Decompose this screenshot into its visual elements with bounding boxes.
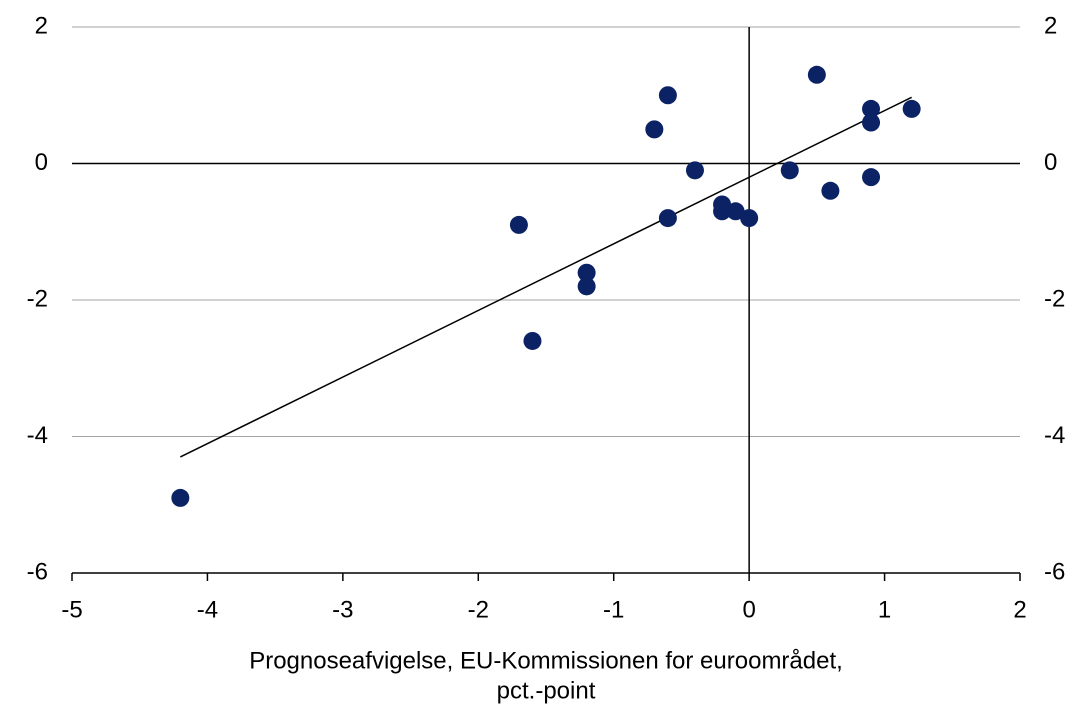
- x-tick-label: 0: [742, 596, 755, 623]
- y2-tick-label: 2: [1044, 12, 1057, 39]
- data-point: [862, 99, 881, 118]
- data-point: [685, 161, 704, 180]
- y-tick-label: -4: [27, 422, 48, 449]
- y-tick-label: -6: [27, 558, 48, 585]
- data-point: [807, 65, 826, 84]
- data-point: [780, 161, 799, 180]
- y-tick-label: -2: [27, 285, 48, 312]
- data-point: [658, 209, 677, 228]
- x-axis-label: pct.-point: [497, 677, 596, 704]
- x-tick-label: -1: [603, 596, 624, 623]
- x-tick-label: -3: [332, 596, 353, 623]
- data-point: [726, 202, 745, 221]
- data-point: [577, 277, 596, 296]
- y-tick-label: 0: [35, 149, 48, 176]
- data-point: [713, 202, 732, 221]
- trend-line: [180, 96, 912, 458]
- y-tick-label: 2: [35, 12, 48, 39]
- data-point: [577, 263, 596, 282]
- x-axis-label: Prognoseafvigelse, EU-Kommissionen for e…: [249, 647, 843, 674]
- data-point: [523, 331, 542, 350]
- y2-tick-label: -2: [1044, 285, 1065, 312]
- x-tick-label: -2: [468, 596, 489, 623]
- data-point: [862, 113, 881, 132]
- data-point: [862, 168, 881, 187]
- data-point: [509, 215, 528, 234]
- data-point: [740, 209, 759, 228]
- x-tick-label: 2: [1013, 596, 1026, 623]
- x-tick-label: 1: [878, 596, 891, 623]
- data-point: [902, 99, 921, 118]
- x-tick-label: -5: [61, 596, 82, 623]
- data-point: [645, 120, 664, 139]
- data-point: [821, 181, 840, 200]
- y2-tick-label: -4: [1044, 422, 1065, 449]
- data-point: [658, 86, 677, 105]
- data-point: [171, 488, 190, 507]
- y2-tick-label: -6: [1044, 558, 1065, 585]
- x-tick-label: -4: [197, 596, 218, 623]
- y2-tick-label: 0: [1044, 149, 1057, 176]
